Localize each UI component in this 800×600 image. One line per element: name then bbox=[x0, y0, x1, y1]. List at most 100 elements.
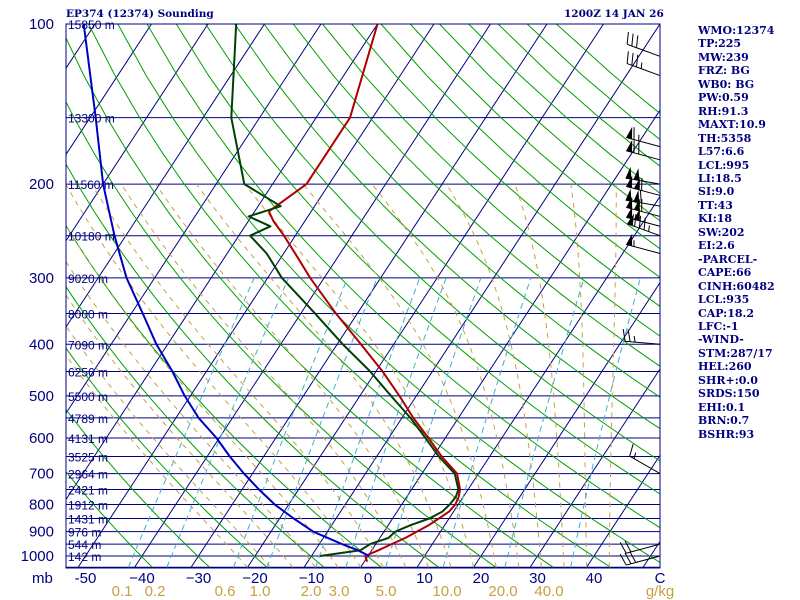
pressure-tick-label: 1000 bbox=[21, 548, 54, 565]
temperature-tick-label: −10 bbox=[299, 570, 324, 587]
dry-adiabat bbox=[380, 24, 660, 278]
temperature-tick-label: 40 bbox=[586, 570, 603, 587]
dry-adiabat bbox=[66, 285, 325, 568]
mixing-ratio-label: 1.0 bbox=[250, 583, 271, 600]
pressure-tick-label: 500 bbox=[29, 388, 54, 405]
stat-line: BRN:0.7 bbox=[698, 414, 750, 428]
stat-line: LCL:935 bbox=[698, 293, 750, 307]
background-grid bbox=[66, 24, 660, 568]
moist-adiabat bbox=[66, 325, 271, 568]
stat-line: MW:239 bbox=[698, 50, 749, 64]
dry-adiabat bbox=[205, 24, 660, 462]
stat-line: WB0: BG bbox=[698, 77, 755, 91]
mixing-ratio-line bbox=[442, 277, 532, 568]
temperature-tick-label: 0 bbox=[364, 570, 372, 587]
dry-adiabat bbox=[322, 24, 660, 337]
wind-barb bbox=[626, 31, 661, 57]
stat-line: PW:0.59 bbox=[698, 91, 749, 105]
moist-adiabat bbox=[446, 183, 542, 568]
isotherm-0 bbox=[360, 109, 660, 568]
temperature-tick-label: 10 bbox=[416, 570, 433, 587]
height-label: 544 m bbox=[68, 538, 101, 552]
stat-line: LFC:-1 bbox=[698, 319, 739, 333]
moist-adiabat bbox=[120, 183, 407, 568]
height-label: 142 m bbox=[68, 550, 101, 564]
isotherm--60 bbox=[66, 24, 378, 501]
isotherm--40 bbox=[134, 24, 491, 568]
isotherm--50 bbox=[77, 24, 435, 568]
wind-barb bbox=[629, 444, 661, 475]
stat-line: TP:225 bbox=[698, 37, 742, 51]
pressure-tick-label: 700 bbox=[29, 466, 54, 483]
mixing-ratio-label: 5.0 bbox=[376, 583, 397, 600]
wind-barb bbox=[626, 233, 661, 254]
height-label: 15850 m bbox=[68, 18, 115, 32]
height-label: 6256 m bbox=[68, 366, 108, 380]
wind-barb bbox=[625, 188, 661, 207]
mixing-ratio-label: 0.6 bbox=[215, 583, 236, 600]
wind-barb bbox=[626, 213, 661, 237]
moist-adiabat bbox=[66, 260, 316, 568]
mixing-ratio-unit-label: g/kg bbox=[646, 583, 674, 600]
stat-line: SRDS:150 bbox=[698, 387, 760, 401]
pressure-tick-label: 300 bbox=[29, 270, 54, 287]
temperature-tick-label: −30 bbox=[186, 570, 211, 587]
isotherm--100 bbox=[66, 24, 152, 156]
isotherm--80 bbox=[66, 24, 265, 328]
mixing-ratio-label: 10.0 bbox=[432, 583, 461, 600]
dry-adiabat bbox=[351, 24, 660, 307]
height-label: 10180 m bbox=[68, 230, 115, 244]
wind-barb bbox=[625, 166, 661, 185]
stat-line: TT:43 bbox=[698, 198, 733, 212]
height-label: 2964 m bbox=[68, 468, 108, 482]
pressure-tick-label: 200 bbox=[29, 176, 54, 193]
height-label: 3525 m bbox=[68, 450, 108, 464]
mixing-ratio-line bbox=[266, 277, 378, 568]
stat-line: RH:91.3 bbox=[698, 104, 749, 118]
moist-adiabat bbox=[196, 183, 452, 568]
isotherm--10 bbox=[303, 24, 660, 568]
wind-barb bbox=[619, 540, 661, 554]
mixing-ratio-line bbox=[345, 277, 447, 568]
temperature-tick-label: −40 bbox=[129, 570, 154, 587]
stat-line: -WIND- bbox=[698, 333, 744, 347]
isotherm--70 bbox=[66, 24, 322, 415]
height-label: 2421 m bbox=[68, 484, 108, 498]
mixing-ratio-label: 3.0 bbox=[329, 583, 350, 600]
height-label: 976 m bbox=[68, 526, 101, 540]
wind-barb bbox=[619, 551, 661, 566]
stat-line: SI:9.0 bbox=[698, 185, 735, 199]
dry-adiabat bbox=[66, 100, 497, 568]
stat-line: FRZ: BG bbox=[698, 64, 750, 78]
mixing-ratio-label: 40.0 bbox=[534, 583, 563, 600]
stat-line: EHI:0.1 bbox=[698, 400, 746, 414]
moist-adiabat bbox=[244, 183, 475, 568]
stat-line: STM:287/17 bbox=[698, 346, 773, 360]
dry-adiabat bbox=[66, 163, 439, 568]
temperature-tick-label: 20 bbox=[473, 570, 490, 587]
wind-barb bbox=[626, 126, 661, 148]
mixing-ratio-label: 0.1 bbox=[112, 583, 133, 600]
height-label: 4789 m bbox=[68, 412, 108, 426]
moist-adiabat bbox=[66, 294, 294, 568]
dry-adiabat bbox=[88, 24, 611, 568]
stat-line: EI:2.6 bbox=[698, 239, 735, 253]
isotherm--30 bbox=[190, 24, 548, 568]
moist-adiabat bbox=[155, 183, 429, 568]
stat-line: HEL:260 bbox=[698, 360, 752, 374]
temperature-tick-label: 30 bbox=[529, 570, 546, 587]
moist-adiabat bbox=[514, 183, 565, 568]
stat-line: SW:202 bbox=[698, 225, 745, 239]
isotherm--90 bbox=[66, 24, 209, 242]
dry-adiabat bbox=[66, 470, 153, 568]
stat-line: WMO:12374 bbox=[698, 24, 775, 37]
dry-adiabat bbox=[66, 36, 554, 568]
mixing-ratio-line bbox=[385, 277, 482, 568]
moist-adiabat bbox=[66, 183, 362, 568]
mixing-ratio-label: 2.0 bbox=[301, 583, 322, 600]
height-label: 13300 m bbox=[68, 112, 115, 126]
dewpoint-line bbox=[230, 24, 460, 557]
moist-adiabat bbox=[570, 184, 588, 568]
parcel-line bbox=[82, 24, 370, 557]
